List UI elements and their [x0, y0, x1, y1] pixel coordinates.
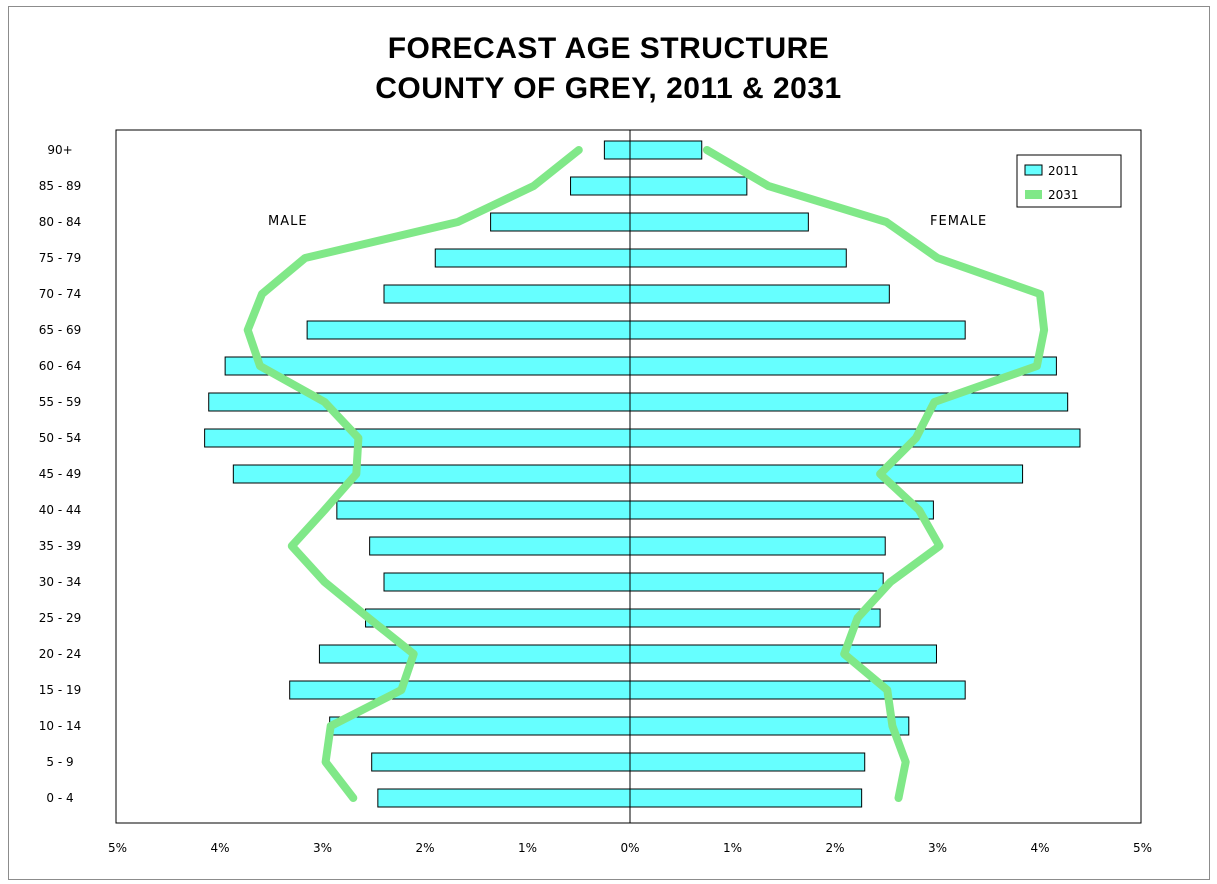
- y-tick-label: 30 - 34: [39, 575, 82, 589]
- legend-swatch-2031: [1025, 190, 1042, 199]
- male-label: MALE: [268, 214, 308, 229]
- bar-male-2011: [434, 248, 631, 268]
- x-tick-label: 5%: [1133, 841, 1152, 855]
- x-tick-label: 4%: [210, 841, 229, 855]
- bar-male-2011: [232, 464, 631, 484]
- bar-female-2011: [629, 644, 937, 664]
- bar-male-2011: [208, 392, 631, 412]
- bar-female-2011: [629, 428, 1081, 448]
- bar-female-2011: [629, 176, 748, 196]
- y-tick-label: 10 - 14: [39, 719, 82, 733]
- y-tick-label: 75 - 79: [39, 251, 82, 265]
- lines-2031: [243, 146, 1049, 802]
- bar-female-2011: [629, 248, 847, 268]
- bar-male-2011: [365, 608, 631, 628]
- bar-male-2011: [377, 788, 631, 808]
- legend-label-2011: 2011: [1048, 164, 1079, 178]
- x-tick-label: 3%: [928, 841, 947, 855]
- bar-female-2011: [629, 572, 884, 592]
- line-female-2031: [702, 146, 1049, 802]
- y-tick-label: 80 - 84: [39, 215, 82, 229]
- y-tick-label: 50 - 54: [39, 431, 82, 445]
- y-tick-label: 40 - 44: [39, 503, 82, 517]
- bar-female-2011: [629, 608, 881, 628]
- x-tick-label: 2%: [415, 841, 434, 855]
- y-tick-label: 15 - 19: [39, 683, 82, 697]
- legend: 2011 2031: [1016, 154, 1122, 208]
- bar-male-2011: [490, 212, 631, 232]
- y-tick-label: 55 - 59: [39, 395, 82, 409]
- x-axis-ticks: 5% 4% 3% 2% 1% 0% 1% 2% 3% 4% 5%: [108, 841, 1152, 855]
- y-tick-label: 0 - 4: [46, 791, 73, 805]
- bar-male-2011: [570, 176, 631, 196]
- y-tick-label: 35 - 39: [39, 539, 82, 553]
- x-tick-label: 5%: [108, 841, 127, 855]
- bar-male-2011: [306, 320, 631, 340]
- legend-label-2031: 2031: [1048, 188, 1079, 202]
- female-label: FEMALE: [930, 214, 987, 229]
- bar-male-2011: [383, 572, 631, 592]
- chart-subtitle: COUNTY OF GREY, 2011 & 2031: [375, 72, 842, 105]
- y-tick-label: 85 - 89: [39, 179, 82, 193]
- y-tick-label: 70 - 74: [39, 287, 82, 301]
- bar-female-2011: [629, 464, 1024, 484]
- bar-male-2011: [318, 644, 631, 664]
- x-tick-label: 1%: [518, 841, 537, 855]
- legend-swatch-2011: [1024, 164, 1043, 176]
- bar-female-2011: [629, 500, 934, 520]
- chart-title: FORECAST AGE STRUCTURE: [387, 32, 830, 65]
- bar-male-2011: [369, 536, 631, 556]
- y-tick-label: 60 - 64: [39, 359, 82, 373]
- bar-male-2011: [289, 680, 631, 700]
- y-tick-label: 65 - 69: [39, 323, 82, 337]
- bar-male-2011: [329, 716, 631, 736]
- x-tick-label: 0%: [620, 841, 639, 855]
- y-tick-label: 20 - 24: [39, 647, 82, 661]
- bar-male-2011: [383, 284, 631, 304]
- bar-female-2011: [629, 212, 809, 232]
- bar-female-2011: [629, 320, 966, 340]
- line-male-2031: [243, 146, 583, 802]
- bar-male-2011: [371, 752, 631, 772]
- bar-female-2011: [629, 392, 1069, 412]
- y-tick-label: 45 - 49: [39, 467, 82, 481]
- bar-female-2011: [629, 356, 1057, 376]
- bar-female-2011: [629, 536, 886, 556]
- x-tick-label: 2%: [825, 841, 844, 855]
- bar-male-2011: [603, 140, 631, 160]
- y-tick-label: 25 - 29: [39, 611, 82, 625]
- bar-male-2011: [224, 356, 631, 376]
- bar-female-2011: [629, 140, 703, 160]
- bar-female-2011: [629, 716, 910, 736]
- y-tick-label: 90+: [47, 143, 72, 157]
- y-tick-label: 5 - 9: [46, 755, 73, 769]
- bar-male-2011: [336, 500, 631, 520]
- bar-female-2011: [629, 284, 890, 304]
- x-tick-label: 1%: [723, 841, 742, 855]
- y-axis-ticks: 0 - 4 5 - 9 10 - 14 15 - 19 20 - 24 25 - 29 30…: [39, 143, 82, 805]
- bar-female-2011: [629, 788, 863, 808]
- x-tick-label: 3%: [313, 841, 332, 855]
- x-tick-label: 4%: [1030, 841, 1049, 855]
- bar-female-2011: [629, 752, 866, 772]
- bar-male-2011: [204, 428, 631, 448]
- bar-female-2011: [629, 680, 966, 700]
